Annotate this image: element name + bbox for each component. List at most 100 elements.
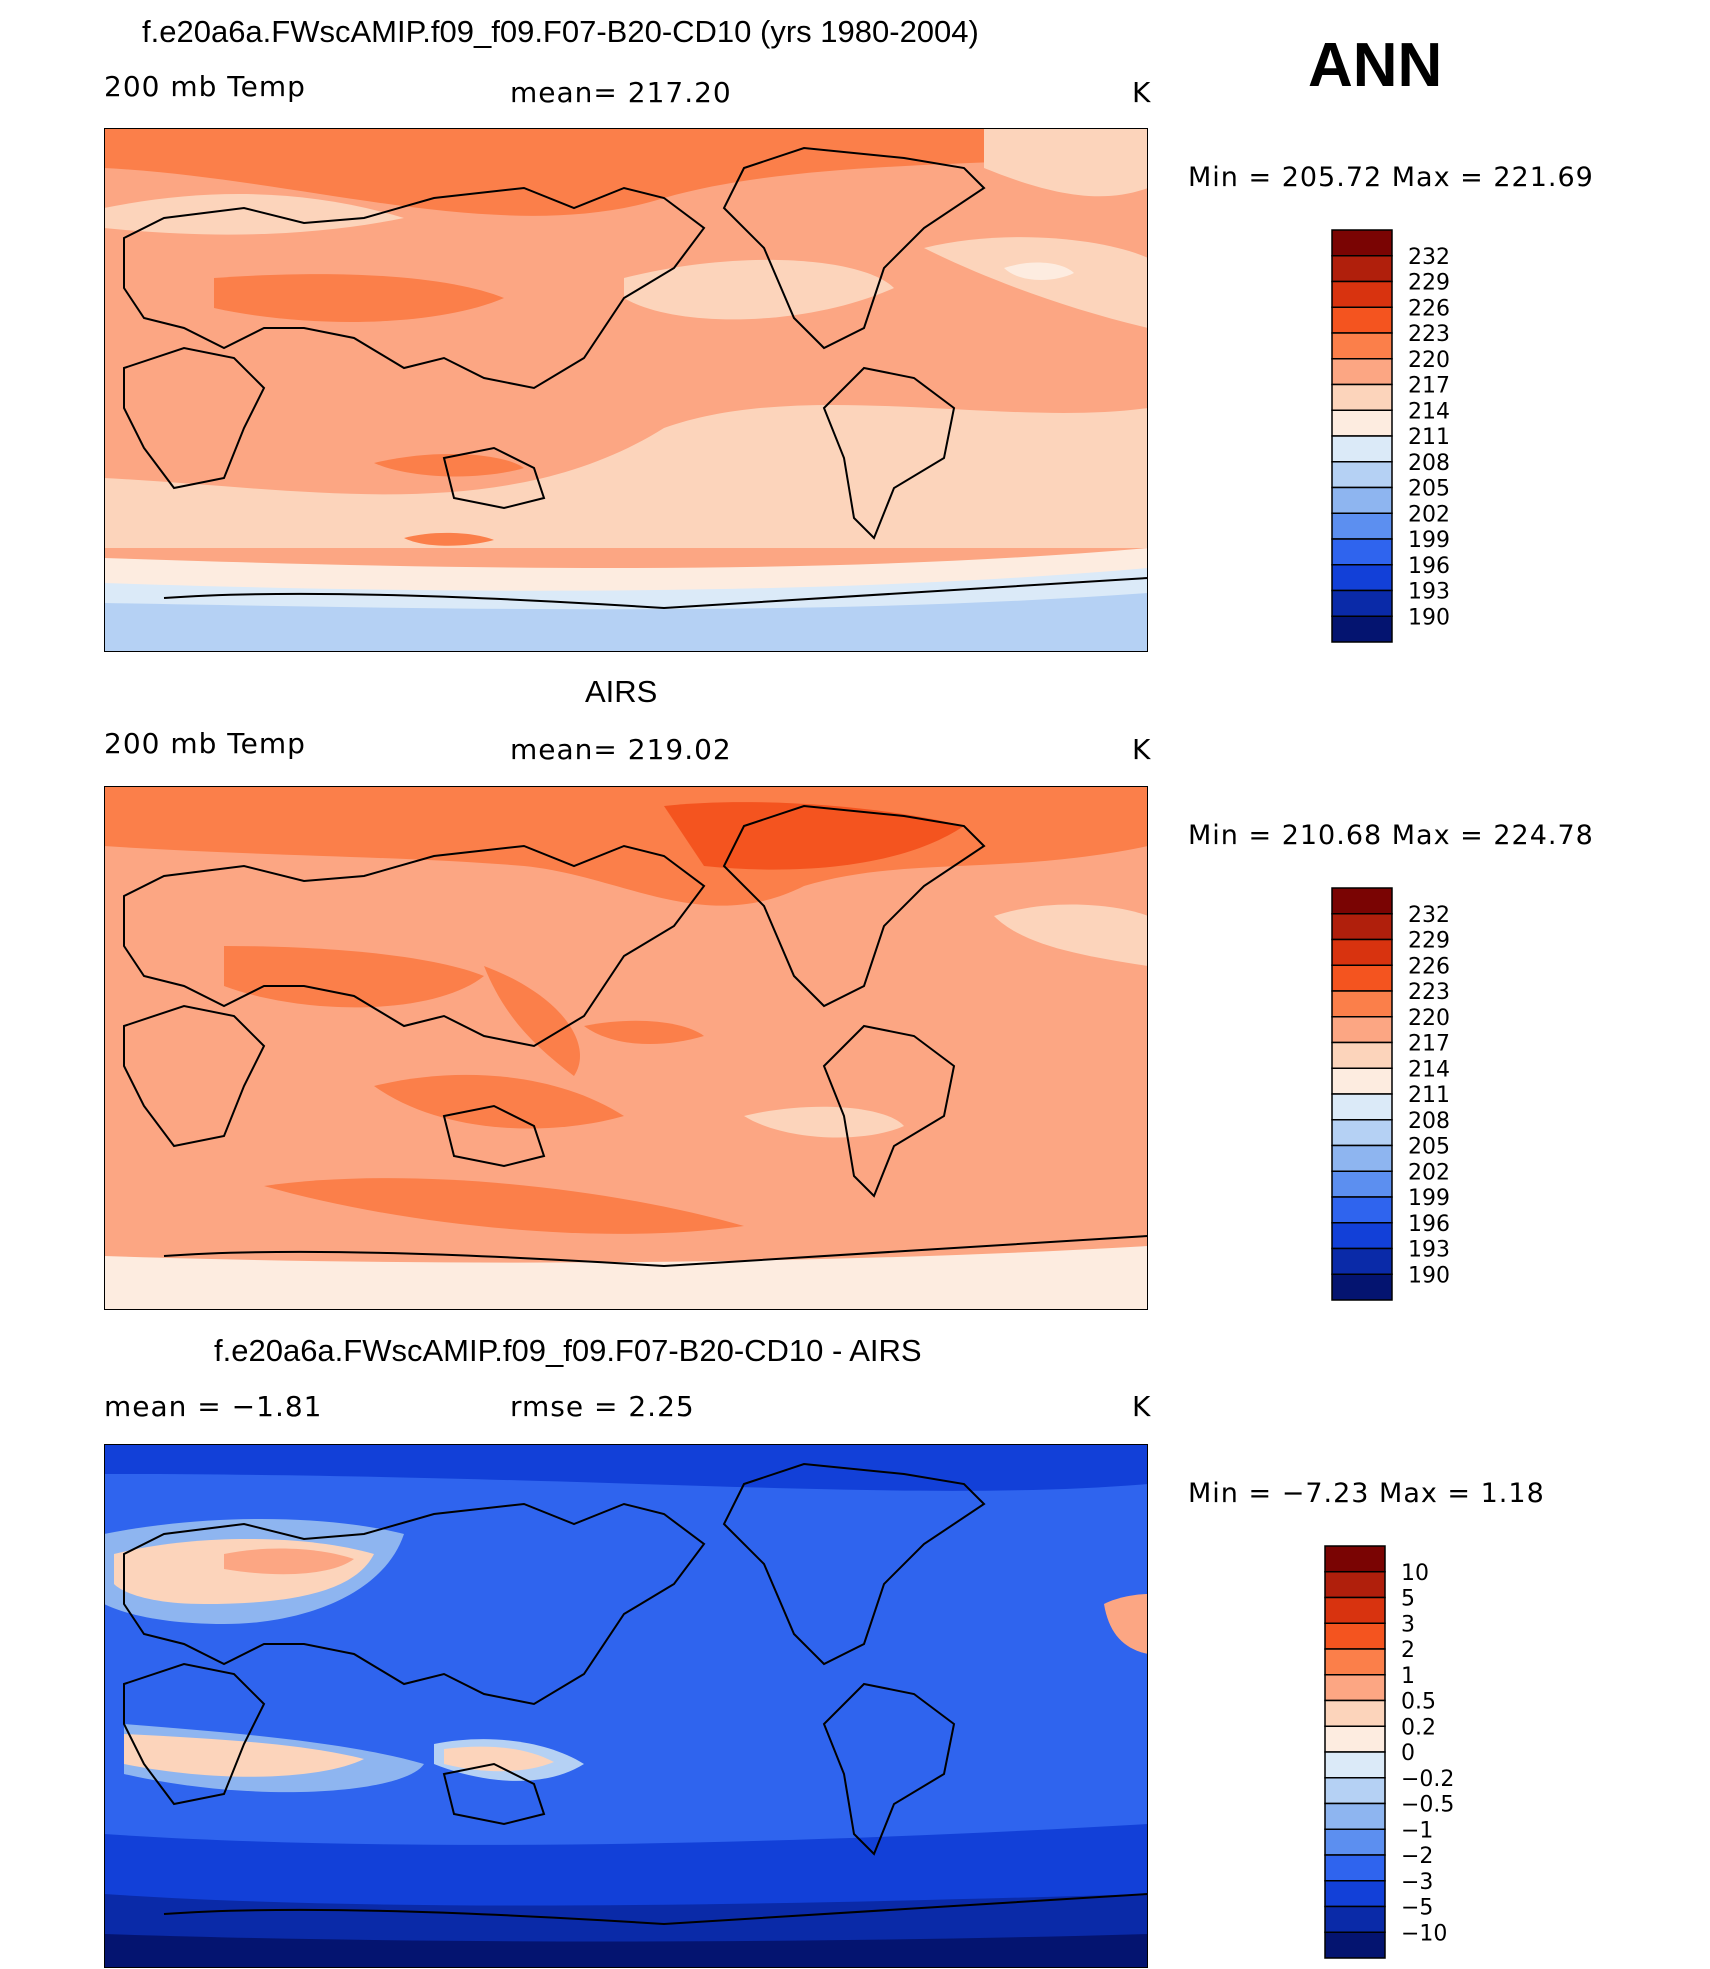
colorbar-box xyxy=(1324,1905,1386,1933)
panel-1-units-label: K xyxy=(1132,76,1152,109)
colorbar-tick-label: 217 xyxy=(1408,1032,1450,1057)
colorbar-tick-label: 202 xyxy=(1408,502,1450,527)
colorbar-box xyxy=(1324,1622,1386,1650)
panel-2-minmax: Min = 210.68 Max = 224.78 xyxy=(1188,820,1594,851)
map-1-band xyxy=(104,128,1148,216)
map-2-band xyxy=(994,904,1148,966)
colorbar-box xyxy=(1331,887,1393,915)
map-2-band xyxy=(744,1106,904,1138)
colorbar-tick-label: 229 xyxy=(1408,929,1450,954)
panel-1-title: f.e20a6a.FWscAMIP.f09_f09.F07-B20-CD10 (… xyxy=(142,14,979,49)
colorbar-box xyxy=(1331,255,1393,283)
map-2-band xyxy=(374,1074,624,1129)
map-2-band xyxy=(224,946,484,1008)
map-3-band xyxy=(444,1746,554,1772)
colorbar-box xyxy=(1331,1067,1393,1095)
colorbar-tick-label: 208 xyxy=(1408,1109,1450,1134)
map-2-band xyxy=(664,802,964,870)
panel-1-map xyxy=(104,128,1148,652)
colorbar-box xyxy=(1324,1802,1386,1830)
colorbar-box xyxy=(1331,383,1393,411)
colorbar-box xyxy=(1331,1093,1393,1121)
colorbar-box xyxy=(1331,1144,1393,1172)
colorbar-box xyxy=(1324,1699,1386,1727)
colorbar-box xyxy=(1324,1596,1386,1624)
map-3-band xyxy=(104,1444,1148,1491)
colorbar-box xyxy=(1324,1777,1386,1805)
colorbar-box xyxy=(1331,1222,1393,1250)
colorbar-tick-label: 232 xyxy=(1408,903,1450,928)
map-3-coastlines xyxy=(123,1462,1148,1926)
colorbar-box xyxy=(1331,1119,1393,1147)
panel-2-map xyxy=(104,786,1148,1310)
colorbar-tick-label: 196 xyxy=(1408,1212,1450,1237)
panel-3-minmax: Min = −7.23 Max = 1.18 xyxy=(1188,1478,1545,1509)
colorbar-tick-label: 220 xyxy=(1408,1006,1450,1031)
colorbar-box xyxy=(1331,564,1393,592)
colorbar-box xyxy=(1324,1828,1386,1856)
colorbar-box xyxy=(1324,1571,1386,1599)
colorbar-box xyxy=(1324,1545,1386,1573)
colorbar-tick-label: 205 xyxy=(1408,1135,1450,1160)
panel-2-colorbar: 2322292262232202172142112082052021991961… xyxy=(1331,887,1450,1301)
colorbar-box xyxy=(1331,913,1393,941)
colorbar-tick-label: −1 xyxy=(1401,1818,1433,1843)
colorbar-tick-label: 202 xyxy=(1408,1160,1450,1185)
colorbar-box xyxy=(1331,538,1393,566)
panel-2-mean-label: mean= 219.02 xyxy=(510,733,732,766)
colorbar-tick-label: 223 xyxy=(1408,322,1450,347)
map-1-band xyxy=(924,237,1148,328)
map-2-band xyxy=(484,966,580,1076)
colorbar-tick-label: 226 xyxy=(1408,296,1450,321)
colorbar-tick-label: 193 xyxy=(1408,580,1450,605)
colorbar-box xyxy=(1331,358,1393,386)
colorbar-tick-label: −2 xyxy=(1401,1844,1433,1869)
colorbar-box xyxy=(1331,964,1393,992)
colorbar-tick-label: 1 xyxy=(1401,1664,1415,1689)
colorbar-tick-label: −0.2 xyxy=(1401,1767,1454,1792)
colorbar-tick-label: 199 xyxy=(1408,528,1450,553)
season-label: ANN xyxy=(1308,31,1443,100)
colorbar-box xyxy=(1331,1041,1393,1069)
colorbar-tick-label: 214 xyxy=(1408,1057,1450,1082)
colorbar-box xyxy=(1331,229,1393,257)
colorbar-tick-label: 196 xyxy=(1408,554,1450,579)
colorbar-tick-label: 211 xyxy=(1408,425,1450,450)
colorbar-box xyxy=(1331,409,1393,437)
colorbar-box xyxy=(1331,435,1393,463)
colorbar-box xyxy=(1324,1854,1386,1882)
panel-2-units-label: K xyxy=(1132,733,1152,766)
colorbar-tick-label: 190 xyxy=(1408,605,1450,630)
colorbar-tick-label: 199 xyxy=(1408,1186,1450,1211)
map-1-band xyxy=(984,128,1148,197)
colorbar-box xyxy=(1331,1196,1393,1224)
map-3-band xyxy=(224,1548,354,1575)
map-1-band xyxy=(104,194,404,235)
colorbar-tick-label: 0 xyxy=(1401,1741,1415,1766)
colorbar-tick-label: −0.5 xyxy=(1401,1793,1454,1818)
colorbar-tick-label: 2 xyxy=(1401,1638,1415,1663)
colorbar-tick-label: 217 xyxy=(1408,374,1450,399)
colorbar-tick-label: 211 xyxy=(1408,1083,1450,1108)
colorbar-tick-label: 220 xyxy=(1408,348,1450,373)
map-1-band xyxy=(404,532,494,546)
map-1-band xyxy=(624,259,894,320)
colorbar-tick-label: 205 xyxy=(1408,477,1450,502)
panel-2-title: AIRS xyxy=(585,674,658,709)
colorbar-tick-label: 193 xyxy=(1408,1238,1450,1263)
map-1-coastlines xyxy=(123,146,1148,610)
colorbar-tick-label: 214 xyxy=(1408,399,1450,424)
map-3-band xyxy=(124,1734,364,1777)
colorbar-box xyxy=(1331,486,1393,514)
colorbar-tick-label: −3 xyxy=(1401,1870,1433,1895)
panel-1-colorbar: 2322292262232202172142112082052021991961… xyxy=(1331,229,1450,643)
map-1-band xyxy=(104,593,1148,652)
colorbar-tick-label: −10 xyxy=(1401,1921,1447,1946)
colorbar-box xyxy=(1331,512,1393,540)
colorbar-box xyxy=(1331,1273,1393,1301)
colorbar-tick-label: 5 xyxy=(1401,1587,1415,1612)
map-1-band xyxy=(214,274,504,322)
colorbar-tick-label: 0.2 xyxy=(1401,1715,1436,1740)
colorbar-box xyxy=(1331,589,1393,617)
